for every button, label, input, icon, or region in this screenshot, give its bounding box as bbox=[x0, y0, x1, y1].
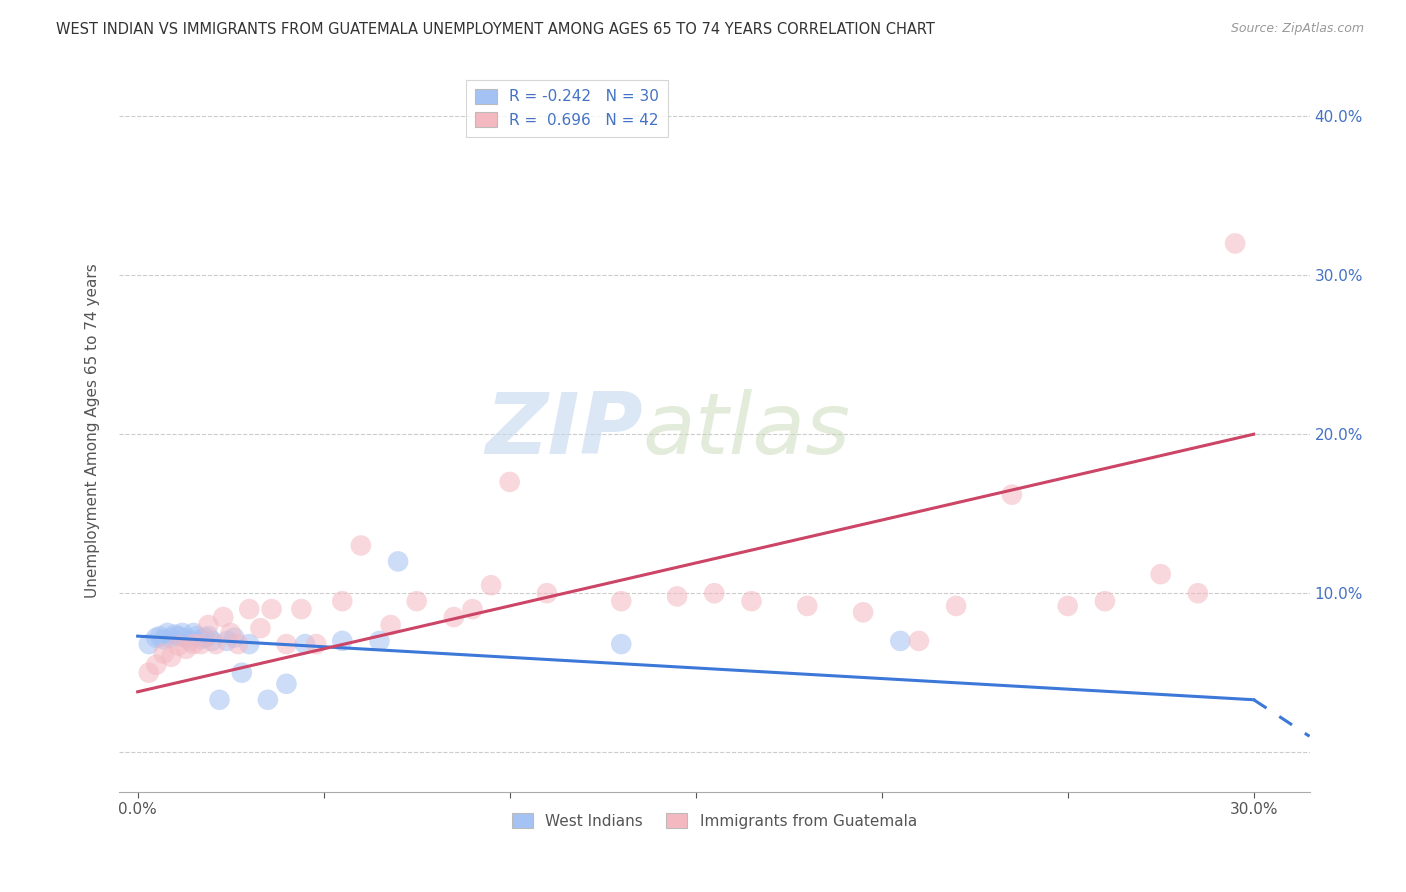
Point bbox=[380, 618, 402, 632]
Point bbox=[149, 629, 172, 643]
Point bbox=[1056, 599, 1078, 613]
Point bbox=[183, 637, 205, 651]
Text: ZIP: ZIP bbox=[485, 389, 643, 472]
Point bbox=[305, 637, 328, 651]
Point bbox=[138, 637, 160, 651]
Point bbox=[231, 665, 253, 680]
Point bbox=[498, 475, 520, 489]
Point bbox=[190, 637, 212, 651]
Point bbox=[387, 554, 409, 568]
Point bbox=[257, 692, 280, 706]
Point bbox=[219, 626, 242, 640]
Point bbox=[163, 627, 186, 641]
Point bbox=[145, 631, 167, 645]
Point bbox=[156, 626, 179, 640]
Point bbox=[190, 632, 212, 647]
Point bbox=[167, 629, 190, 643]
Y-axis label: Unemployment Among Ages 65 to 74 years: Unemployment Among Ages 65 to 74 years bbox=[86, 263, 100, 598]
Point bbox=[160, 631, 183, 645]
Point bbox=[145, 657, 167, 672]
Point bbox=[1187, 586, 1209, 600]
Point bbox=[238, 637, 260, 651]
Point bbox=[174, 631, 197, 645]
Point bbox=[138, 665, 160, 680]
Point bbox=[330, 594, 353, 608]
Point bbox=[215, 634, 238, 648]
Point bbox=[610, 594, 633, 608]
Text: WEST INDIAN VS IMMIGRANTS FROM GUATEMALA UNEMPLOYMENT AMONG AGES 65 TO 74 YEARS : WEST INDIAN VS IMMIGRANTS FROM GUATEMALA… bbox=[56, 22, 935, 37]
Point bbox=[889, 634, 911, 648]
Point bbox=[183, 626, 205, 640]
Point bbox=[290, 602, 312, 616]
Point bbox=[249, 621, 271, 635]
Point bbox=[443, 610, 465, 624]
Point bbox=[479, 578, 502, 592]
Point bbox=[201, 634, 224, 648]
Point bbox=[276, 677, 298, 691]
Point bbox=[1150, 567, 1173, 582]
Point bbox=[405, 594, 427, 608]
Point bbox=[740, 594, 762, 608]
Point bbox=[152, 647, 174, 661]
Point bbox=[179, 634, 201, 648]
Point bbox=[796, 599, 818, 613]
Point bbox=[260, 602, 283, 616]
Point bbox=[461, 602, 484, 616]
Point bbox=[294, 637, 316, 651]
Point bbox=[160, 649, 183, 664]
Point bbox=[1094, 594, 1116, 608]
Point bbox=[330, 634, 353, 648]
Point bbox=[666, 590, 689, 604]
Point bbox=[212, 610, 235, 624]
Point bbox=[174, 641, 197, 656]
Point bbox=[224, 631, 246, 645]
Point bbox=[610, 637, 633, 651]
Point bbox=[1223, 236, 1246, 251]
Point bbox=[167, 639, 190, 653]
Point bbox=[152, 632, 174, 647]
Text: Source: ZipAtlas.com: Source: ZipAtlas.com bbox=[1230, 22, 1364, 36]
Point bbox=[197, 618, 219, 632]
Point bbox=[703, 586, 725, 600]
Text: atlas: atlas bbox=[643, 389, 851, 472]
Point bbox=[208, 692, 231, 706]
Point bbox=[186, 629, 208, 643]
Point bbox=[350, 539, 373, 553]
Point bbox=[197, 629, 219, 643]
Point bbox=[238, 602, 260, 616]
Point bbox=[204, 637, 226, 651]
Point bbox=[194, 631, 217, 645]
Point bbox=[908, 634, 931, 648]
Point bbox=[536, 586, 558, 600]
Point bbox=[852, 605, 875, 619]
Point bbox=[226, 637, 249, 651]
Point bbox=[1001, 488, 1024, 502]
Point bbox=[368, 634, 391, 648]
Legend: West Indians, Immigrants from Guatemala: West Indians, Immigrants from Guatemala bbox=[506, 807, 922, 835]
Point bbox=[276, 637, 298, 651]
Point bbox=[172, 626, 194, 640]
Point bbox=[945, 599, 967, 613]
